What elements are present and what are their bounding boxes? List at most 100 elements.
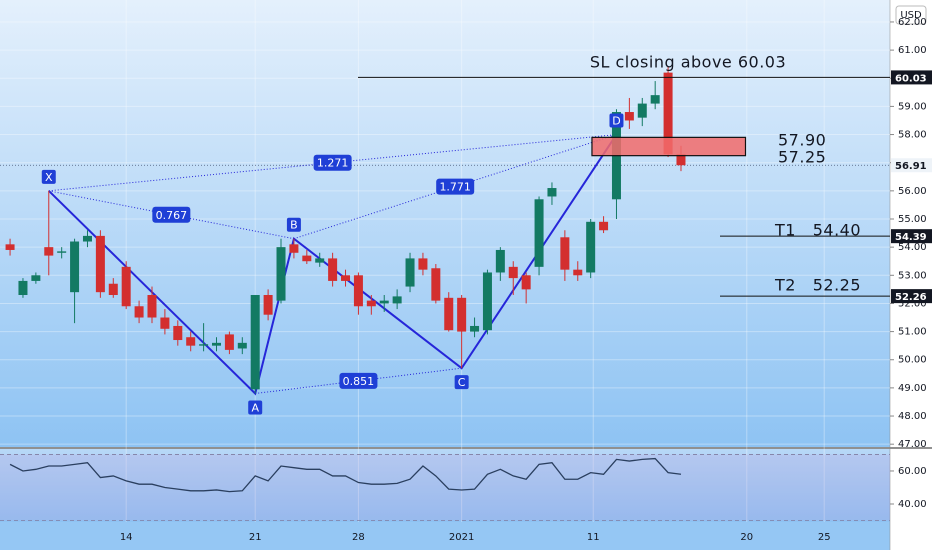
- candle-body: [224, 334, 234, 350]
- candle-body: [508, 266, 518, 279]
- sl-annotation: SL closing above 60.03: [590, 53, 786, 72]
- candle-body: [289, 244, 299, 253]
- x-tick-label: 28: [352, 532, 365, 543]
- t1-label: T1 54.40: [774, 221, 861, 240]
- ratio-box: [339, 372, 378, 389]
- point-box: [454, 375, 469, 390]
- candle-body: [676, 154, 686, 166]
- point-box: [286, 217, 301, 232]
- candle-body: [534, 199, 544, 267]
- candle-body: [341, 275, 351, 281]
- y-tick-label: 52.00: [898, 298, 927, 309]
- candle-body: [379, 300, 389, 304]
- candle-body: [353, 275, 363, 307]
- candle-body: [573, 269, 583, 276]
- candle-body: [405, 258, 415, 287]
- price-tag: 52.26: [895, 292, 927, 303]
- candle-body: [95, 235, 105, 293]
- y-tick-label: 61.00: [898, 45, 927, 56]
- candle-body: [212, 342, 222, 346]
- point-label: C: [458, 376, 466, 389]
- candle-body: [663, 72, 673, 155]
- ratio-box: [436, 178, 475, 195]
- y-tick-label: 59.00: [898, 101, 927, 112]
- y-tick-label: 50.00: [898, 355, 927, 366]
- ratio-label: 1.271: [317, 157, 349, 170]
- point-label: X: [45, 171, 53, 184]
- y-tick-label: 58.00: [898, 130, 927, 141]
- zone-top-label: 57.90: [778, 131, 826, 150]
- price-pane: [0, 0, 890, 447]
- x-tick-label: 2021: [449, 532, 474, 543]
- candle-body: [160, 317, 170, 329]
- candle-body: [5, 244, 15, 250]
- ratio-label: 1.771: [439, 181, 471, 194]
- candle-body: [134, 306, 144, 318]
- t2-label: T2 52.25: [774, 276, 861, 295]
- candle-body: [560, 237, 570, 270]
- rsi-tick-label: 60.00: [898, 466, 927, 477]
- y-tick-label: 55.00: [898, 214, 927, 225]
- candle-body: [276, 247, 286, 301]
- x-tick-label: 11: [587, 532, 600, 543]
- y-tick-label: 62.00: [898, 17, 927, 28]
- x-tick-label: 20: [740, 532, 753, 543]
- candle-body: [547, 188, 557, 197]
- rsi-band-fill: [0, 454, 890, 521]
- point-label: D: [612, 115, 620, 128]
- candle-body: [650, 95, 660, 104]
- y-tick-label: 51.00: [898, 327, 927, 338]
- point-box: [41, 169, 56, 184]
- candle-body: [624, 112, 634, 121]
- last-price-tag: 56.91: [895, 161, 927, 172]
- candle-body: [70, 241, 80, 293]
- price-tag-box: [891, 289, 932, 304]
- candle-body: [470, 325, 480, 332]
- price-axis: [890, 0, 932, 550]
- ratio-box: [152, 206, 191, 223]
- currency: USD: [900, 10, 922, 21]
- price-tag-box: [891, 229, 932, 244]
- currency-box: [895, 5, 927, 25]
- candle-body: [263, 294, 273, 315]
- candle-body: [250, 294, 260, 390]
- x-tick-label: 14: [120, 532, 133, 543]
- y-tick-label: 47.00: [898, 439, 927, 450]
- price-tag: 60.03: [895, 73, 927, 84]
- candle-body: [147, 294, 157, 318]
- candle-body: [418, 258, 428, 270]
- y-tick-label: 53.00: [898, 270, 927, 281]
- price-tag: 54.39: [895, 232, 927, 243]
- candle-body: [302, 255, 312, 262]
- y-tick-label: 48.00: [898, 411, 927, 422]
- price-tag-box: [891, 70, 932, 85]
- x-tick-label: 21: [249, 532, 262, 543]
- candle-body: [482, 272, 492, 331]
- point-box: [609, 113, 624, 128]
- ratio-label: 0.851: [343, 375, 375, 388]
- y-tick-label: 54.00: [898, 242, 927, 253]
- ratio-line: [293, 134, 617, 240]
- candle-body: [586, 221, 596, 273]
- candle-body: [121, 266, 131, 307]
- last-price-box: [891, 158, 932, 173]
- candle-body: [392, 296, 402, 304]
- x-tick-label: 25: [818, 532, 831, 543]
- time-axis: [0, 522, 890, 550]
- candle-body: [82, 235, 92, 242]
- candle-body: [199, 344, 209, 346]
- candle-body: [599, 221, 609, 231]
- candle-body: [637, 103, 647, 118]
- candle-body: [444, 297, 454, 331]
- ratio-label: 0.767: [156, 209, 188, 222]
- candle-body: [108, 283, 118, 295]
- sl-zone: [591, 136, 747, 157]
- candle-body: [237, 342, 247, 349]
- candle-body: [57, 251, 67, 253]
- candle-body: [431, 268, 441, 301]
- rsi-tick-label: 40.00: [898, 499, 927, 510]
- candle-body: [44, 247, 54, 256]
- y-tick-label: 49.00: [898, 383, 927, 394]
- candle-body: [366, 300, 376, 307]
